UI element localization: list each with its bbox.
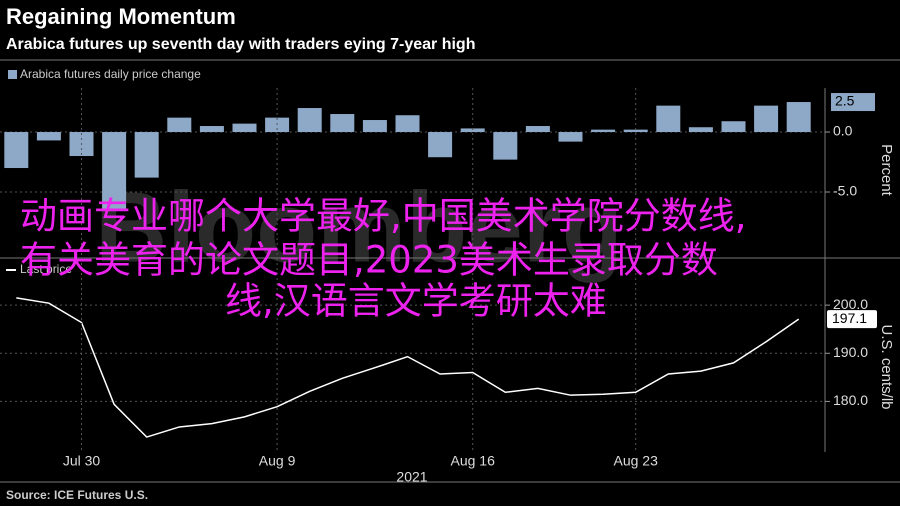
bar (525, 126, 550, 133)
overlay-text: 线,汉语言文学考研太难 (225, 280, 607, 323)
line (16, 297, 800, 438)
y-tick-label: 190.0 (833, 344, 868, 360)
last-value-label: 197.1 (832, 310, 867, 326)
bar (167, 117, 192, 133)
bar (36, 132, 61, 141)
bar (297, 108, 322, 133)
legend-label: Arabica futures daily price change (20, 67, 201, 81)
y-tick-label: -5.0 (833, 183, 857, 199)
bar (362, 120, 387, 133)
x-tick-label: Aug 9 (259, 453, 296, 469)
overlay-text: 有关美育的论文题目,2023美术生录取分数 (20, 239, 718, 282)
bar (754, 105, 779, 133)
bar (493, 132, 518, 160)
y-tick-label: 180.0 (833, 392, 868, 408)
x-tick-label: Aug 23 (614, 453, 659, 469)
y-axis-label: U.S. cents/lb (878, 324, 895, 409)
bar (134, 132, 159, 178)
last-value-box (827, 310, 877, 329)
bar (460, 128, 485, 133)
bar (428, 132, 453, 158)
y-axis-label: Percent (878, 144, 895, 197)
legend-label: Last price (20, 262, 72, 276)
x-tick-label: Aug 16 (451, 453, 496, 469)
watermark: Bloomberg (95, 171, 623, 283)
y-tick-label: 200.0 (833, 296, 868, 312)
last-value-label: 2.5 (835, 93, 855, 109)
x-axis-label: 2021 (396, 469, 427, 485)
legend-swatch (8, 70, 17, 79)
bar (721, 121, 746, 133)
bar (102, 132, 127, 211)
bar (4, 132, 29, 169)
chart-title: Regaining Momentum (6, 4, 236, 29)
bar (199, 126, 224, 133)
bar (591, 129, 616, 133)
overlay-text: 动画专业哪个大学最好,中国美术学院分数线, (20, 195, 747, 238)
bar (786, 102, 811, 133)
bar (395, 115, 420, 133)
last-value-box (831, 93, 875, 112)
y-tick-label: 0.0 (833, 123, 853, 139)
bar (688, 127, 713, 133)
bar (623, 129, 648, 133)
x-tick-label: Jul 30 (63, 453, 101, 469)
source: Source: ICE Futures U.S. (6, 488, 148, 502)
chart-subtitle: Arabica futures up seventh day with trad… (6, 36, 475, 53)
bar (656, 105, 681, 133)
bar (232, 123, 257, 133)
bar (558, 132, 583, 142)
bar (330, 114, 355, 133)
